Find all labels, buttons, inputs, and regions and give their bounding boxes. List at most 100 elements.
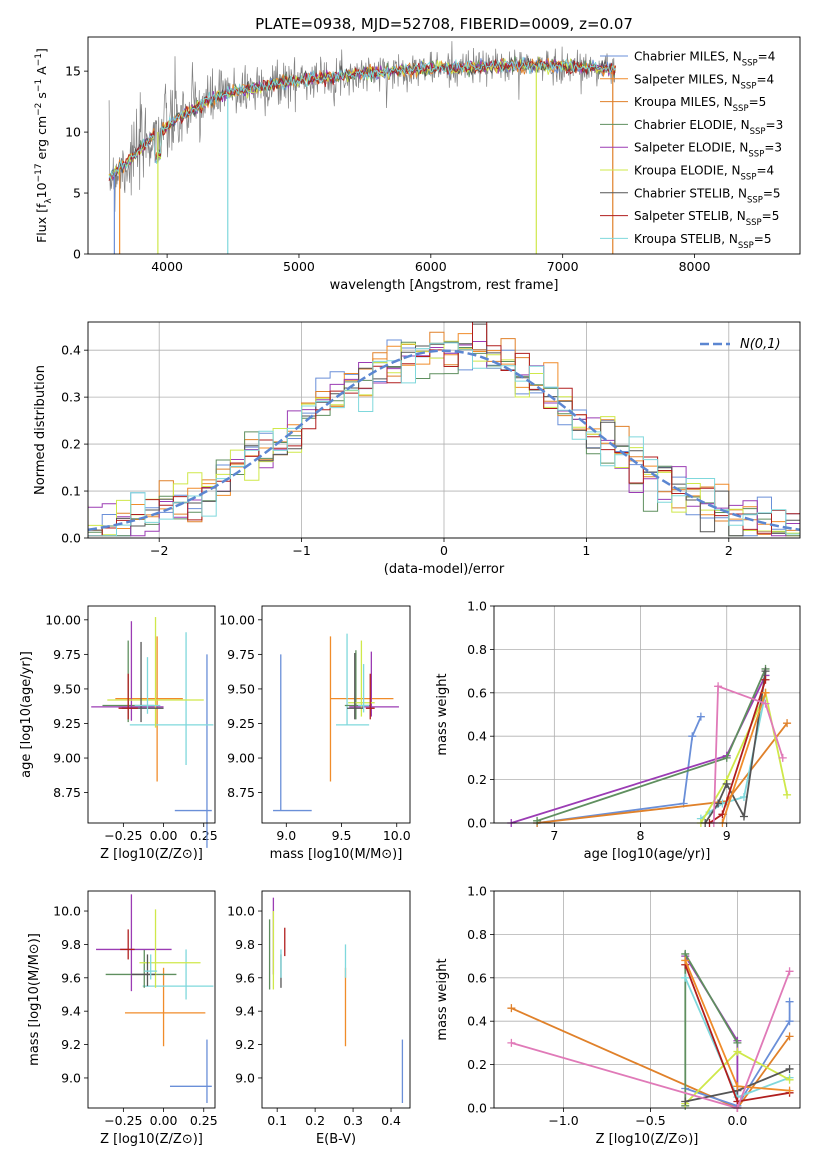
legend-entry: Salpeter ELODIE, NSSP=3 [634,141,782,160]
weight-marker [761,675,770,684]
y-tick-label: 0.2 [467,1057,487,1072]
residuals-ylabel: Normed distribution [33,365,48,495]
y-tick-label: 0.6 [467,970,487,985]
weight-marker [785,1086,794,1095]
y-tick-label: 0.8 [467,927,487,942]
weight-marker [714,799,723,808]
model-line-2 [108,58,616,180]
weight-marker [733,1038,742,1047]
legend-sub: SSP [738,241,754,251]
legend-entry: Chabrier MILES, NSSP=4 [634,50,775,69]
x-tick-label: 0.1 [267,1113,287,1128]
y-tick-label: 8.75 [53,785,81,800]
legend-entry: Chabrier STELIB, NSSP=5 [634,186,781,205]
weight_vs_age-lines [507,664,792,827]
x-tick-label: 10.0 [383,828,411,843]
legend-normal-label: N(0,1) [740,337,781,352]
x-tick-label: 0.2 [305,1113,325,1128]
normal-curve [88,349,800,532]
weight-marker [785,1064,794,1073]
x-tick-label: 9.5 [332,828,352,843]
legend-sub: SSP [741,81,757,91]
weight-marker [761,667,770,676]
x-tick-label: 4000 [151,259,183,274]
spectrum-ylabel-part: Flux [f [34,203,49,243]
mass_vs_ebv-points [268,897,404,1103]
x-tick-label: 8 [637,828,645,843]
spectrum-ylabel-part: −17 [34,163,44,182]
mass_vs_Z-ylabel: mass [log10(M/M⊙)] [27,933,42,1066]
y-tick-label: 1.0 [467,599,487,614]
weight-marker [722,753,731,762]
x-tick-label: 9.0 [276,828,296,843]
weight_vs_age-ylabel: mass weight [435,673,450,755]
mass_vs_ebv-axes: 0.1 0.2 0.3 0.4 9.0 9.2 9.4 9.6 9.8 10.0 [227,904,401,1128]
y-tick-label: 9.2 [61,1037,81,1052]
y-tick-label: 9.2 [235,1037,255,1052]
y-tick-label: 10.00 [45,612,81,627]
weight_vs_age-frame [493,605,801,824]
weight-marker [783,719,792,728]
legend-sub: SSP [741,173,757,183]
legend-sub: SSP [746,218,762,228]
y-tick-label: 0.2 [467,772,487,787]
hist-series-8 [88,342,800,537]
y-tick-label: 9.8 [235,937,255,952]
y-tick-label: 0.6 [467,685,487,700]
y-tick-label: 0.4 [467,1014,487,1029]
mass_vs_ebv-frame [261,890,411,1109]
mass_vs_ebv-xlabel: E(B-V) [316,1132,356,1147]
legend-name: Kroupa STELIB, N [634,232,738,246]
legend-suffix: =5 [754,232,772,246]
weight_vs_Z-ylabel: mass weight [435,958,450,1040]
mass_vs_Z-frame [87,890,216,1109]
y-tick-label: 9.75 [53,647,81,662]
age_vs_mass-axes: 9.0 9.5 10.0 8.75 9.00 9.25 9.50 9.75 10.00 [219,612,411,843]
weight-marker [681,956,690,965]
x-tick-label: 2 [725,543,733,558]
weight-line-8 [721,692,767,824]
weight-marker [733,1082,742,1091]
y-tick-label: 0 [73,247,81,262]
y-tick-label: 9.25 [227,716,255,731]
y-tick-label: 9.8 [61,937,81,952]
weight-line-9 [712,685,784,824]
weight-marker [681,973,690,982]
legend-name: Salpeter ELODIE, N [634,141,748,155]
spectrum-ylabel-part: s [34,92,49,103]
weight-marker [722,779,731,788]
spectrum-ylabel-part: λ [44,198,54,204]
residuals-axes: −2 −1 0 1 2 0.0 0.1 0.2 0.3 0.4 [61,322,800,558]
weight-marker [688,732,697,741]
weight-marker [785,967,794,976]
residuals-xlabel: (data-model)/error [384,562,505,577]
hist-frame [87,321,801,539]
x-tick-label: 7000 [547,259,579,274]
age_vs_mass-frame [261,605,411,824]
y-tick-label: 10.00 [219,612,255,627]
weight-marker [778,753,787,762]
x-tick-label: 0.4 [381,1113,401,1128]
mass_vs_Z-xlabel: Z [log10(Z/Z⊙)] [100,1132,203,1147]
x-tick-label: 0.0 [727,1113,747,1128]
x-tick-label: 1 [582,543,590,558]
y-tick-label: 0.8 [467,642,487,657]
y-tick-label: 0.1 [61,484,81,499]
weight-marker [714,682,723,691]
legend-sub: SSP [750,127,766,137]
spectrum-lines [108,41,616,254]
weight-marker [785,1017,794,1026]
y-tick-label: 9.75 [227,647,255,662]
spectrum-axes: 4000 5000 6000 7000 8000 0 5 10 15 [65,64,710,274]
y-tick-label: 9.00 [53,751,81,766]
x-tick-label: 9 [723,828,731,843]
x-tick-label: 7 [550,828,558,843]
legend-suffix: =5 [749,95,767,109]
legend-name: Salpeter STELIB, N [634,209,746,223]
x-tick-label: 0.00 [150,828,178,843]
legend-suffix: =4 [756,164,774,178]
legend-suffix: =5 [763,186,781,200]
y-tick-label: 9.4 [61,1004,81,1019]
